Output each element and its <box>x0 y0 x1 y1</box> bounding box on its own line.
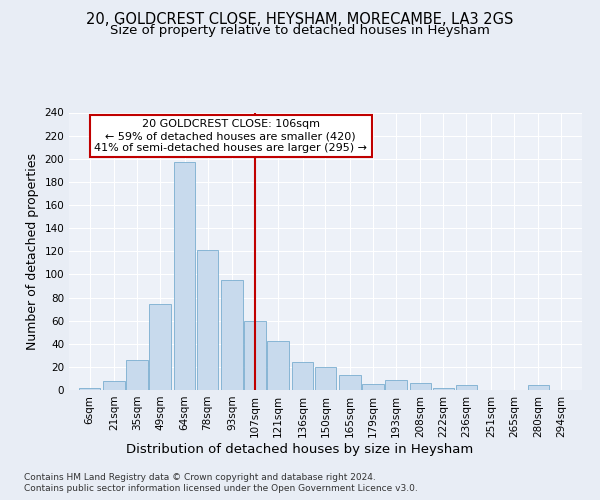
Text: Contains public sector information licensed under the Open Government Licence v3: Contains public sector information licen… <box>24 484 418 493</box>
Bar <box>174 162 196 390</box>
Bar <box>221 280 243 390</box>
Bar <box>244 320 266 390</box>
Text: Distribution of detached houses by size in Heysham: Distribution of detached houses by size … <box>127 442 473 456</box>
Bar <box>267 342 289 390</box>
Bar <box>362 384 384 390</box>
Text: Contains HM Land Registry data © Crown copyright and database right 2024.: Contains HM Land Registry data © Crown c… <box>24 472 376 482</box>
Bar <box>149 304 171 390</box>
Bar <box>410 383 431 390</box>
Bar <box>339 375 361 390</box>
Bar <box>79 388 100 390</box>
Bar <box>527 386 549 390</box>
Text: 20 GOLDCREST CLOSE: 106sqm
← 59% of detached houses are smaller (420)
41% of sem: 20 GOLDCREST CLOSE: 106sqm ← 59% of deta… <box>94 120 367 152</box>
Y-axis label: Number of detached properties: Number of detached properties <box>26 153 39 350</box>
Bar <box>197 250 218 390</box>
Text: Size of property relative to detached houses in Heysham: Size of property relative to detached ho… <box>110 24 490 37</box>
Bar <box>292 362 313 390</box>
Bar <box>103 381 125 390</box>
Text: 20, GOLDCREST CLOSE, HEYSHAM, MORECAMBE, LA3 2GS: 20, GOLDCREST CLOSE, HEYSHAM, MORECAMBE,… <box>86 12 514 28</box>
Bar <box>433 388 454 390</box>
Bar <box>455 386 477 390</box>
Bar <box>385 380 407 390</box>
Bar <box>127 360 148 390</box>
Bar <box>314 367 337 390</box>
